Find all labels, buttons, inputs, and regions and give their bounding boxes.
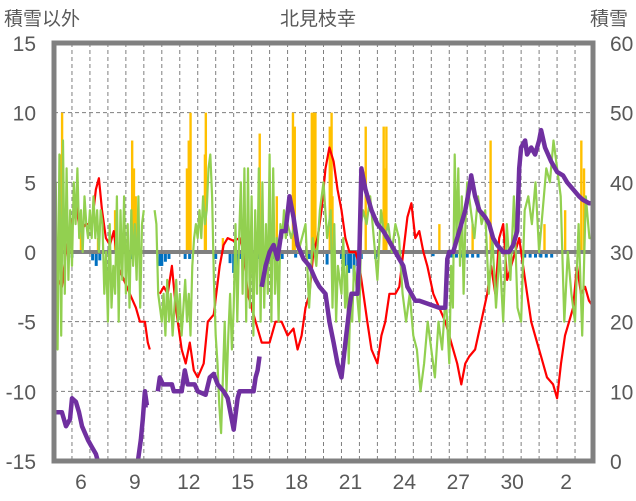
series-lines bbox=[52, 127, 593, 464]
orange-bar bbox=[132, 168, 136, 252]
blue-bar bbox=[347, 252, 351, 273]
orange-bar bbox=[293, 126, 296, 252]
blue-bar bbox=[352, 252, 356, 278]
blue-bar bbox=[534, 252, 538, 258]
orange-bar bbox=[314, 112, 317, 253]
right-tick-label: 60 bbox=[610, 33, 633, 56]
right-tick-label: 40 bbox=[610, 172, 633, 195]
blue-bar bbox=[160, 252, 164, 266]
left-tick-label: 10 bbox=[13, 103, 36, 126]
blue-bar bbox=[228, 252, 232, 264]
x-tick-label: 18 bbox=[285, 471, 308, 494]
orange-bar bbox=[204, 112, 208, 253]
blue-bar bbox=[325, 252, 329, 265]
left-axis-title: 積雪以外 bbox=[4, 8, 81, 30]
blue-bar bbox=[214, 252, 218, 259]
blue-bar bbox=[523, 252, 527, 258]
blue-bar bbox=[280, 252, 284, 259]
orange-bar bbox=[187, 140, 190, 252]
orange-bar bbox=[130, 140, 134, 252]
right-tick-label: 20 bbox=[610, 312, 633, 335]
blue-bar bbox=[476, 252, 480, 258]
blue-bar bbox=[239, 252, 243, 259]
orange-bar bbox=[312, 112, 315, 253]
orange-bar bbox=[310, 112, 314, 253]
blue-bar bbox=[91, 252, 95, 261]
blue-bar bbox=[544, 252, 548, 258]
blue-bar bbox=[528, 252, 532, 258]
orange-bar bbox=[563, 210, 567, 252]
orange-bar bbox=[275, 196, 278, 252]
orange-bar bbox=[543, 224, 546, 252]
blue-bar bbox=[158, 252, 162, 266]
x-tick-label: 9 bbox=[129, 471, 141, 494]
orange-bar bbox=[382, 126, 385, 252]
right-tick-label: 0 bbox=[610, 451, 622, 474]
x-tick-label: 21 bbox=[339, 471, 362, 494]
blue-bar bbox=[339, 252, 343, 259]
blue-bar bbox=[550, 252, 554, 258]
left-tick-label: -5 bbox=[17, 312, 36, 335]
right-tick-label: 30 bbox=[610, 242, 633, 265]
orange-bar bbox=[189, 112, 192, 253]
blue-bar bbox=[98, 252, 102, 261]
x-tick-label: 27 bbox=[447, 471, 470, 494]
chart-title: 北見枝幸 bbox=[279, 8, 356, 30]
blue-bar bbox=[449, 252, 453, 258]
right-tick-label: 50 bbox=[610, 103, 633, 126]
blue-bar bbox=[539, 252, 543, 258]
x-tick-label: 24 bbox=[393, 471, 417, 494]
blue-bar bbox=[471, 252, 475, 258]
x-tick-label: 6 bbox=[75, 471, 87, 494]
orange-bar bbox=[385, 126, 388, 252]
orange-bar bbox=[328, 126, 331, 252]
blue-bar bbox=[348, 252, 352, 269]
orange-bar bbox=[113, 210, 117, 252]
left-tick-label: -10 bbox=[6, 381, 36, 404]
orange-bar bbox=[331, 196, 334, 252]
blue-bar bbox=[307, 252, 311, 259]
left-tick-label: 15 bbox=[13, 33, 36, 56]
blue-bar bbox=[343, 252, 347, 266]
orange-bar bbox=[471, 224, 474, 252]
orange-bar bbox=[79, 231, 83, 252]
blue-bar bbox=[163, 252, 167, 262]
orange-bar bbox=[489, 140, 492, 252]
blue-bar bbox=[431, 252, 435, 257]
left-tick-label: 0 bbox=[24, 242, 36, 265]
blue-bar bbox=[188, 252, 192, 259]
blue-bar bbox=[294, 252, 298, 258]
left-tick-label: 5 bbox=[24, 172, 36, 195]
plot-frame bbox=[51, 40, 596, 464]
blue-bar bbox=[167, 252, 171, 259]
blue-bar bbox=[183, 252, 187, 259]
orange-bar bbox=[291, 112, 295, 253]
right-tick-label: 10 bbox=[610, 381, 633, 404]
green-line bbox=[52, 139, 592, 435]
orange-bar bbox=[438, 224, 441, 252]
x-tick-label: 2 bbox=[560, 471, 572, 494]
orange-bar bbox=[330, 112, 333, 253]
x-tick-label: 12 bbox=[177, 471, 200, 494]
blue-bar bbox=[465, 252, 469, 258]
right-axis-title: 積雪 bbox=[590, 8, 629, 30]
purple-snow-depth-line bbox=[54, 127, 592, 464]
left-tick-label: -15 bbox=[6, 451, 36, 474]
x-tick-label: 15 bbox=[231, 471, 254, 494]
x-tick-label: 30 bbox=[500, 471, 523, 494]
blue-bar bbox=[94, 252, 98, 266]
orange-bar bbox=[185, 168, 189, 252]
orange-bar bbox=[582, 168, 586, 252]
blue-bar bbox=[454, 252, 458, 258]
plot-border bbox=[51, 40, 596, 464]
